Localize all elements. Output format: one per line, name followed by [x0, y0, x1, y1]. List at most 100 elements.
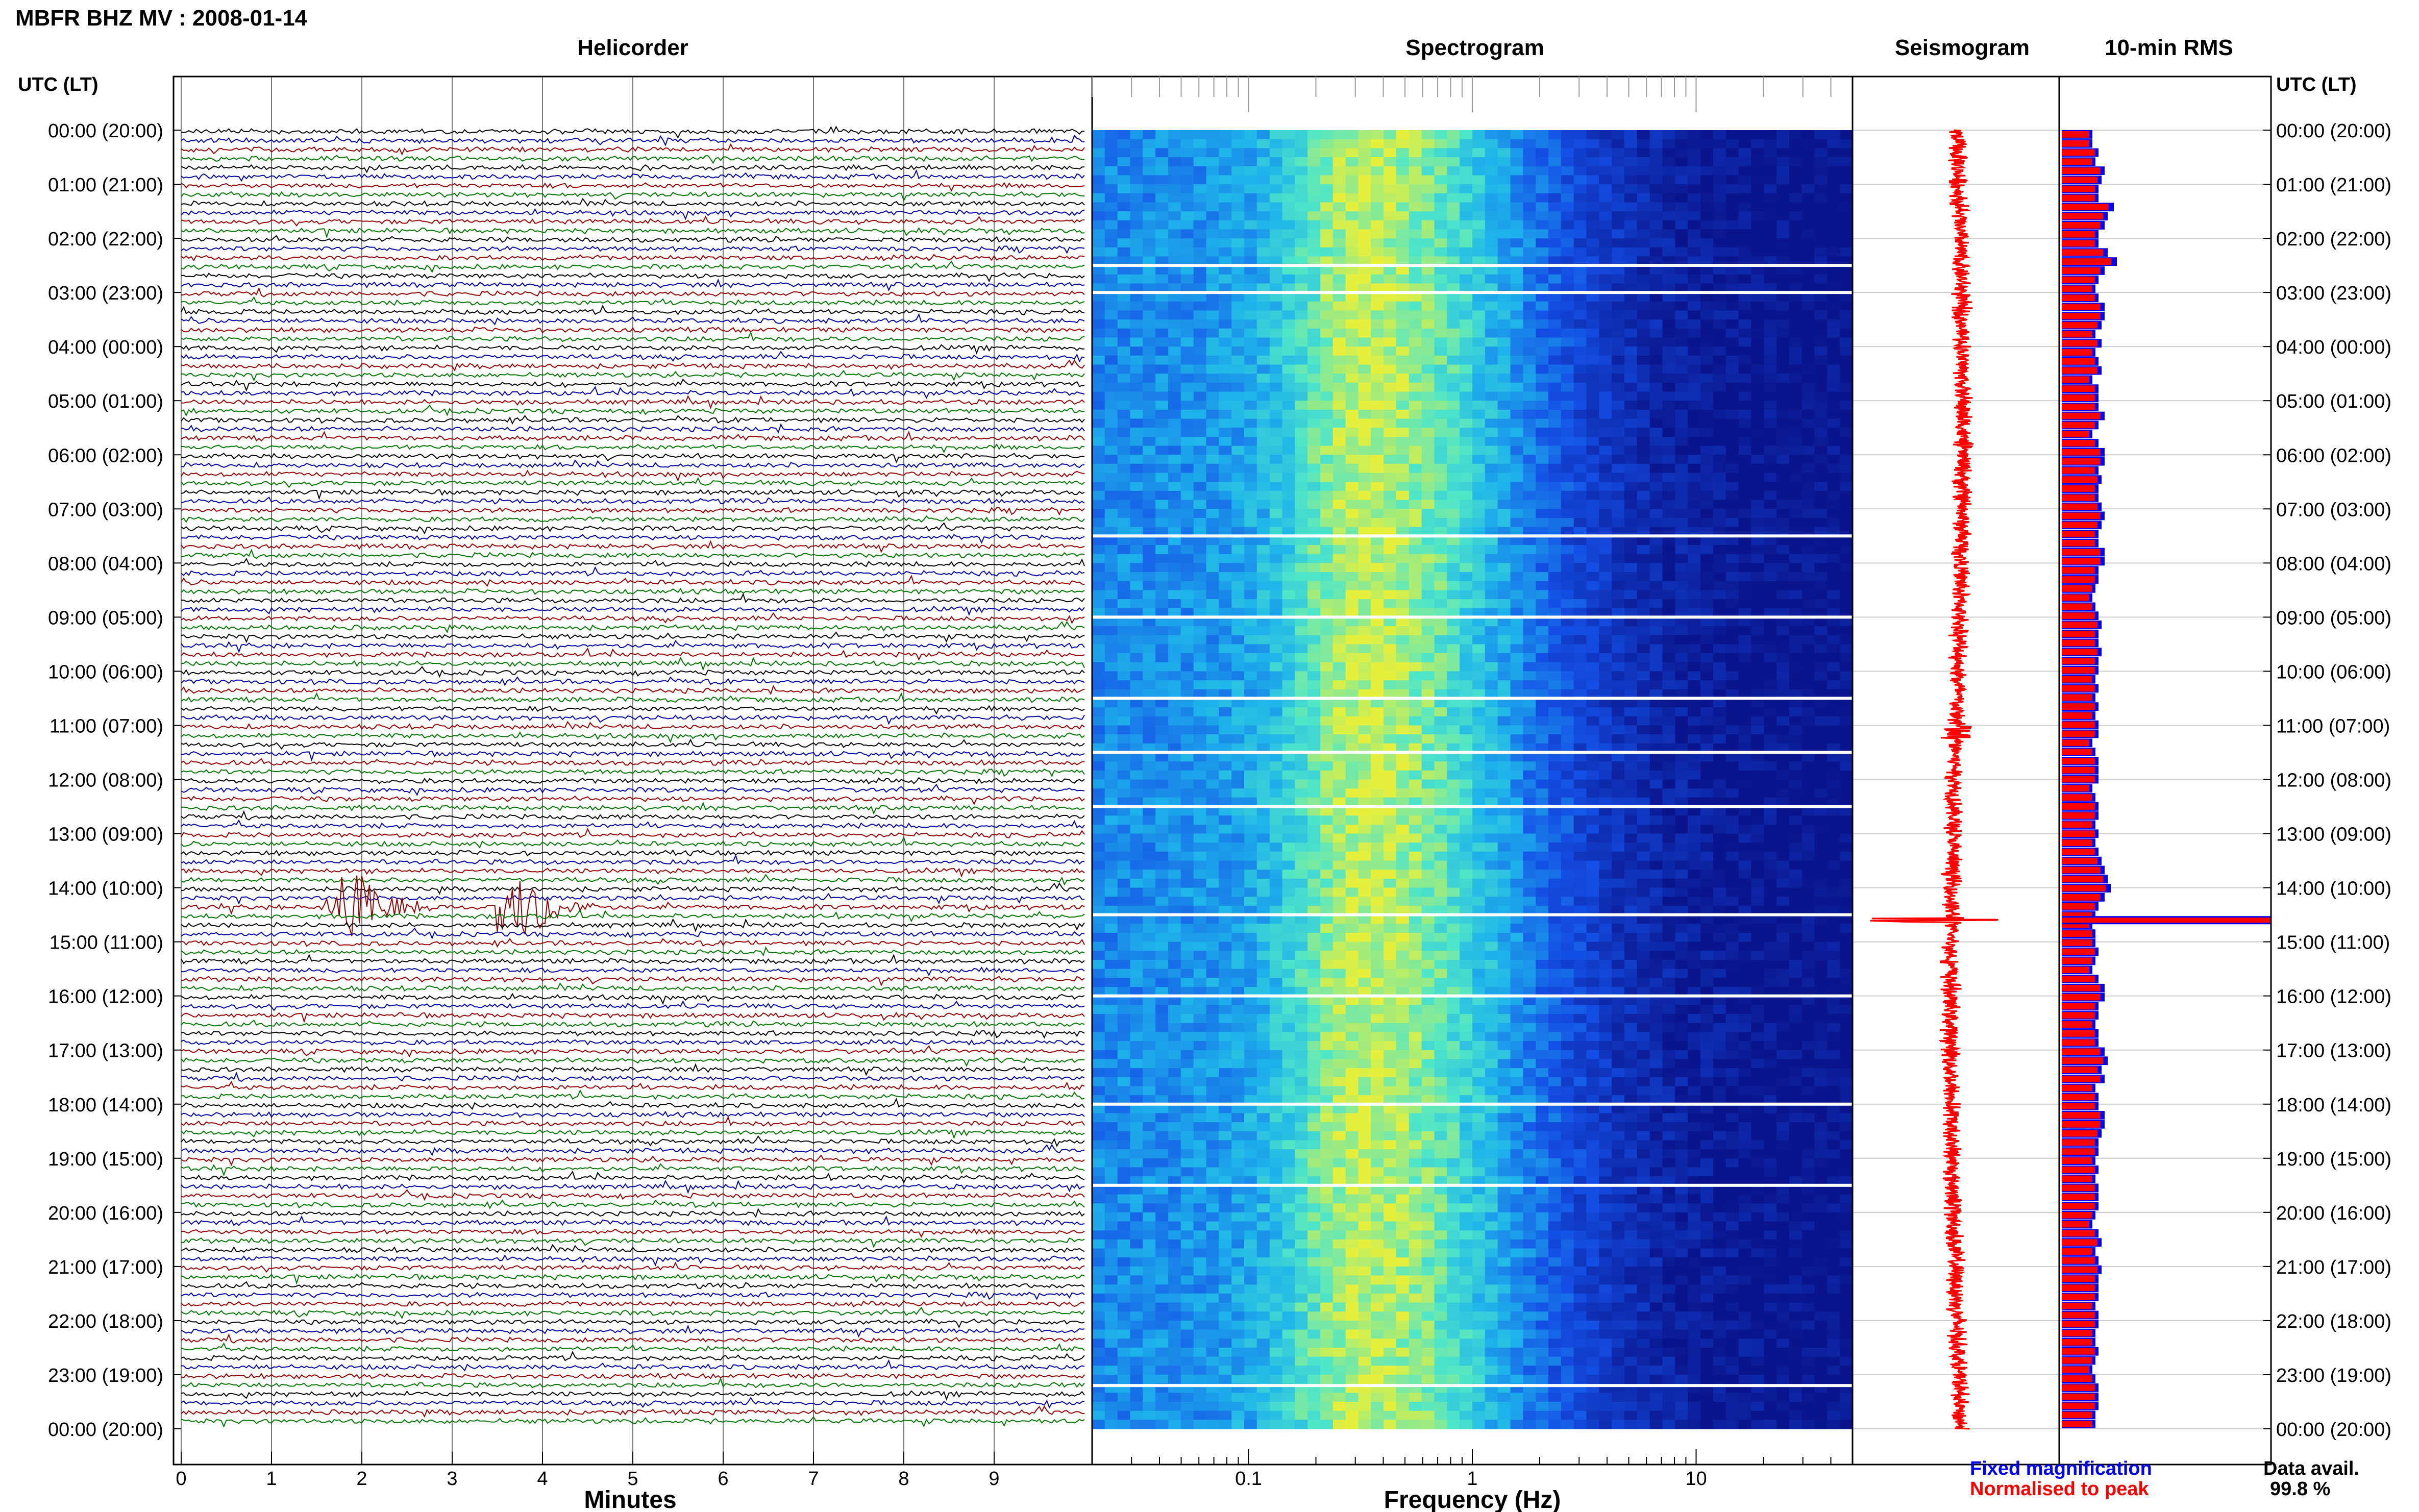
spectrogram-cell [1409, 319, 1422, 329]
spectrogram-cell [1295, 662, 1308, 672]
spectrogram-cell [1434, 455, 1447, 464]
spectrogram-cell [1371, 761, 1384, 771]
spectrogram-cell [1460, 319, 1473, 329]
spectrogram-cell [1193, 689, 1206, 699]
spectrogram-cell [1725, 734, 1739, 744]
spectrogram-cell [1193, 761, 1206, 771]
spectrogram-cell [1307, 527, 1321, 536]
spectrogram-cell [1637, 870, 1650, 879]
spectrogram-cell [1523, 870, 1536, 879]
spectrogram-cell [1649, 382, 1663, 392]
spectrogram-cell [1345, 707, 1359, 717]
spectrogram-cell [1662, 292, 1675, 302]
spectrogram-cell [1332, 707, 1346, 717]
spectrogram-cell [1637, 202, 1650, 212]
spectrogram-cell [1396, 599, 1410, 609]
spectrogram-cell [1725, 545, 1739, 555]
spectrogram-cell [1675, 238, 1688, 248]
spectrogram-cell [1371, 536, 1384, 546]
spectrogram-cell [1104, 752, 1118, 762]
spectrogram-cell [1472, 770, 1486, 780]
spectrogram-cell [1421, 644, 1435, 654]
spectrogram-cell [1675, 572, 1688, 582]
spectrogram-cell [1396, 590, 1410, 600]
spectrogram-cell [1510, 671, 1523, 681]
spectrogram-cell [1700, 211, 1714, 221]
spectrogram-cell [1599, 274, 1612, 284]
spectrogram-cell [1104, 509, 1118, 518]
spectrogram-cell [1219, 626, 1232, 636]
spectrogram-cell [1561, 824, 1574, 834]
spectrogram-cell [1117, 554, 1130, 563]
spectrogram-cell [1561, 139, 1574, 148]
spectrogram-cell [1510, 238, 1523, 248]
spectrogram-cell [1421, 671, 1435, 681]
spectrogram-cell [1295, 247, 1308, 257]
spectrogram-cell [1130, 355, 1143, 365]
spectrogram-cell [1371, 193, 1384, 203]
spectrogram-cell [1510, 635, 1523, 645]
spectrogram-cell [1320, 148, 1334, 158]
spectrogram-cell [1561, 788, 1574, 798]
spectrogram-cell [1384, 518, 1397, 528]
spectrogram-cell [1332, 428, 1346, 437]
spectrogram-cell [1460, 617, 1473, 627]
spectrogram-cell [1269, 428, 1282, 437]
spectrogram-cell [1117, 256, 1130, 266]
spectrogram-cell [1231, 473, 1245, 482]
spectrogram-cell [1130, 878, 1143, 888]
spectrogram-cell [1662, 635, 1675, 645]
spectrogram-cell [1536, 292, 1549, 302]
spectrogram-cell [1180, 842, 1194, 852]
spectrogram-cell [1434, 445, 1447, 455]
spectrogram-cell [1700, 175, 1714, 185]
spectrogram-cell [1409, 554, 1422, 563]
spectrogram-cell [1586, 337, 1599, 347]
spectrogram-cell [1434, 346, 1447, 356]
spectrogram-cell [1561, 148, 1574, 158]
spectrogram-cell [1700, 391, 1714, 401]
spectrogram-cell [1345, 743, 1359, 753]
spectrogram-cell [1827, 788, 1840, 798]
spectrogram-cell [1282, 482, 1295, 491]
spectrogram-cell [1168, 202, 1181, 212]
spectrogram-cell [1637, 554, 1650, 563]
spectrogram-cell [1332, 166, 1346, 176]
spectrogram-cell [1675, 680, 1688, 690]
spectrogram-cell [1371, 382, 1384, 392]
spectrogram-cell [1713, 653, 1726, 663]
spectrogram-cell [1523, 436, 1536, 447]
spectrogram-cell [1688, 824, 1701, 834]
spectrogram-cell [1510, 382, 1523, 392]
spectrogram-cell [1307, 545, 1321, 555]
spectrogram-cell [1662, 202, 1675, 212]
spectrogram-cell [1675, 860, 1688, 870]
spectrogram-cell [1460, 283, 1473, 293]
spectrogram-cell [1649, 671, 1663, 681]
spectrogram-cell [1358, 301, 1371, 311]
spectrogram-cell [1523, 220, 1536, 230]
spectrogram-cell [1637, 833, 1650, 843]
spectrogram-cell [1345, 382, 1359, 392]
spectrogram-cell [1472, 554, 1486, 563]
spectrogram-cell [1421, 482, 1435, 491]
spectrogram-cell [1168, 851, 1181, 861]
spectrogram-cell [1675, 409, 1688, 419]
spectrogram-cell [1447, 689, 1460, 699]
spectrogram-cell [1637, 590, 1650, 600]
spectrogram-cell [1751, 193, 1764, 203]
spectrogram-cell [1599, 220, 1612, 230]
spectrogram-cell [1662, 229, 1675, 239]
spectrogram-cell [1307, 554, 1321, 563]
spectrogram-cell [1599, 680, 1612, 690]
spectrogram-cell [1827, 599, 1840, 609]
spectrogram-cell [1840, 292, 1853, 302]
spectrogram-cell [1586, 860, 1599, 870]
spectrogram-cell [1206, 870, 1219, 879]
spectrogram-cell [1358, 193, 1371, 203]
spectrogram-cell [1332, 779, 1346, 789]
spectrogram-cell [1510, 860, 1523, 870]
spectrogram-cell [1256, 346, 1270, 356]
spectrogram-cell [1675, 211, 1688, 221]
